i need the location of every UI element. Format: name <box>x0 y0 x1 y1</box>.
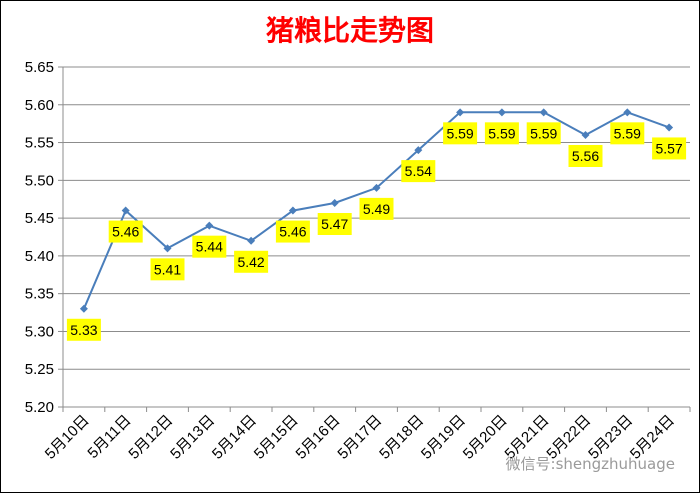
data-label-box <box>359 197 394 220</box>
data-point <box>623 108 632 117</box>
y-tick-label: 5.55 <box>25 135 54 152</box>
data-label: 5.57 <box>655 140 682 156</box>
data-label-box <box>484 122 519 145</box>
data-point <box>539 108 548 117</box>
y-tick-label: 5.30 <box>25 323 54 340</box>
data-label: 5.59 <box>446 125 473 141</box>
data-label-box <box>192 235 227 258</box>
x-tick-label: 5月10日 <box>42 412 93 463</box>
x-tick-label: 5月18日 <box>376 412 427 463</box>
data-point <box>665 123 674 132</box>
data-label: 5.47 <box>321 216 348 232</box>
y-tick-label: 5.45 <box>25 210 54 227</box>
data-label-box <box>568 145 603 167</box>
x-tick-label: 5月12日 <box>125 412 176 463</box>
data-label: 5.46 <box>279 224 306 240</box>
data-label-box <box>66 318 101 341</box>
data-point <box>288 206 297 215</box>
data-label-box <box>443 122 478 145</box>
y-tick-label: 5.20 <box>25 399 54 416</box>
data-label: 5.49 <box>363 201 390 217</box>
x-tick-label: 5月15日 <box>251 412 302 463</box>
chart-title: 猪粮比走势图 <box>265 14 434 47</box>
data-label-box <box>108 220 143 243</box>
x-tick-label: 5月20日 <box>460 412 511 463</box>
data-label: 5.59 <box>488 125 515 141</box>
data-label-box <box>234 250 269 273</box>
data-label: 5.59 <box>530 125 557 141</box>
y-tick-label: 5.50 <box>25 172 54 189</box>
data-point <box>414 146 423 155</box>
data-label: 5.42 <box>237 254 264 270</box>
x-tick-label: 5月16日 <box>293 412 344 463</box>
data-label-box <box>610 122 645 145</box>
data-label-box <box>526 122 561 145</box>
data-point <box>79 304 88 313</box>
y-tick-label: 5.60 <box>25 97 54 114</box>
data-point <box>163 244 172 253</box>
x-tick-label: 5月19日 <box>418 412 469 463</box>
y-tick-label: 5.25 <box>25 361 54 378</box>
data-label-box <box>150 258 185 281</box>
x-tick-label: 5月17日 <box>334 412 385 463</box>
data-point <box>330 199 339 207</box>
data-label: 5.33 <box>70 322 97 338</box>
data-point <box>497 108 506 117</box>
data-label: 5.44 <box>196 239 223 255</box>
data-label-box <box>401 160 436 183</box>
data-point <box>581 131 590 139</box>
data-point <box>456 108 465 117</box>
y-tick-label: 5.65 <box>25 59 54 76</box>
x-tick-label: 5月11日 <box>84 412 134 462</box>
x-tick-label: 5月13日 <box>167 412 218 463</box>
data-label-box <box>275 220 310 243</box>
data-label: 5.46 <box>112 224 139 240</box>
data-label: 5.59 <box>614 125 641 141</box>
data-point <box>205 221 214 230</box>
data-point <box>247 236 256 245</box>
data-label-box <box>652 137 687 160</box>
x-tick-label: 5月14日 <box>209 412 260 463</box>
watermark: 微信号:shengzhuhuage <box>505 455 675 473</box>
y-tick-label: 5.40 <box>25 248 54 265</box>
data-label: 5.41 <box>154 261 181 277</box>
data-label-box <box>317 213 352 235</box>
data-label: 5.56 <box>572 148 599 164</box>
data-point <box>372 183 381 192</box>
data-label: 5.54 <box>405 163 432 179</box>
y-tick-label: 5.35 <box>25 286 54 303</box>
data-point <box>121 206 130 215</box>
